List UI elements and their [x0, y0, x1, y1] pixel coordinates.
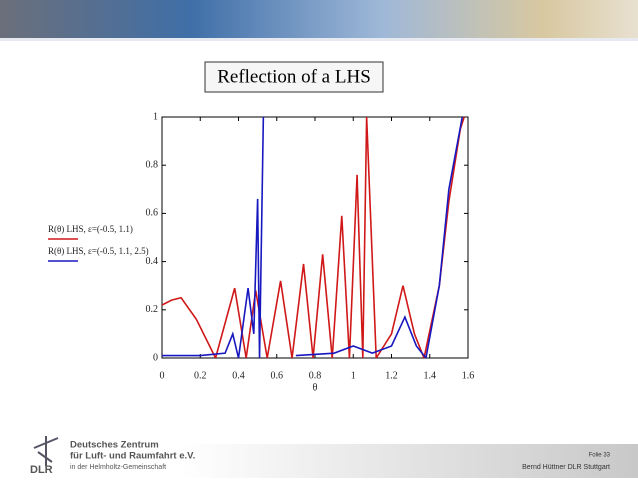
x-tick-label: 0.2 — [194, 370, 207, 381]
title-box — [204, 61, 384, 93]
legend-label: R(θ) LHS, ε=(-0.5, 1.1) — [48, 224, 133, 234]
footer: DLR Deutsches Zentrum für Luft- und Raum… — [30, 436, 638, 478]
x-tick-label: 1 — [351, 370, 356, 381]
logo-mark — [33, 436, 59, 466]
x-axis-label: θ — [313, 382, 318, 393]
x-tick-label: 0.4 — [232, 370, 245, 381]
y-tick-label: 0.2 — [146, 304, 159, 315]
header-banner — [0, 0, 638, 38]
series-line — [162, 117, 464, 358]
header-rule — [0, 38, 638, 41]
series-line — [162, 117, 465, 358]
x-tick-label: 1.2 — [385, 370, 398, 381]
legend-label: R(θ) LHS, ε=(-0.5, 1.1, 2.5) — [48, 246, 149, 256]
footer-bar — [180, 444, 638, 478]
x-tick-label: 1.6 — [462, 370, 475, 381]
author: Bernd Hüttner DLR Stuttgart — [522, 464, 610, 471]
y-tick-label: 0.6 — [146, 208, 159, 219]
x-tick-label: 0.6 — [271, 370, 284, 381]
org-line: in der Helmholtz-Gemeinschaft — [70, 464, 166, 471]
folio: Folie 33 — [589, 453, 611, 459]
y-tick-label: 0.4 — [146, 256, 159, 267]
org-line: für Luft- und Raumfahrt e.V. — [70, 451, 195, 462]
y-tick-label: 1 — [153, 111, 158, 122]
logo-text: DLR — [30, 464, 53, 476]
x-tick-label: 0.8 — [309, 370, 322, 381]
x-tick-label: 1.4 — [424, 370, 437, 381]
y-tick-label: 0.8 — [146, 159, 159, 170]
y-tick-label: 0 — [153, 352, 158, 363]
chart-title: Reflection of a LHS — [217, 66, 371, 87]
plot-area — [161, 116, 469, 359]
org-line: Deutsches Zentrum — [70, 440, 159, 451]
x-tick-label: 0 — [160, 370, 165, 381]
